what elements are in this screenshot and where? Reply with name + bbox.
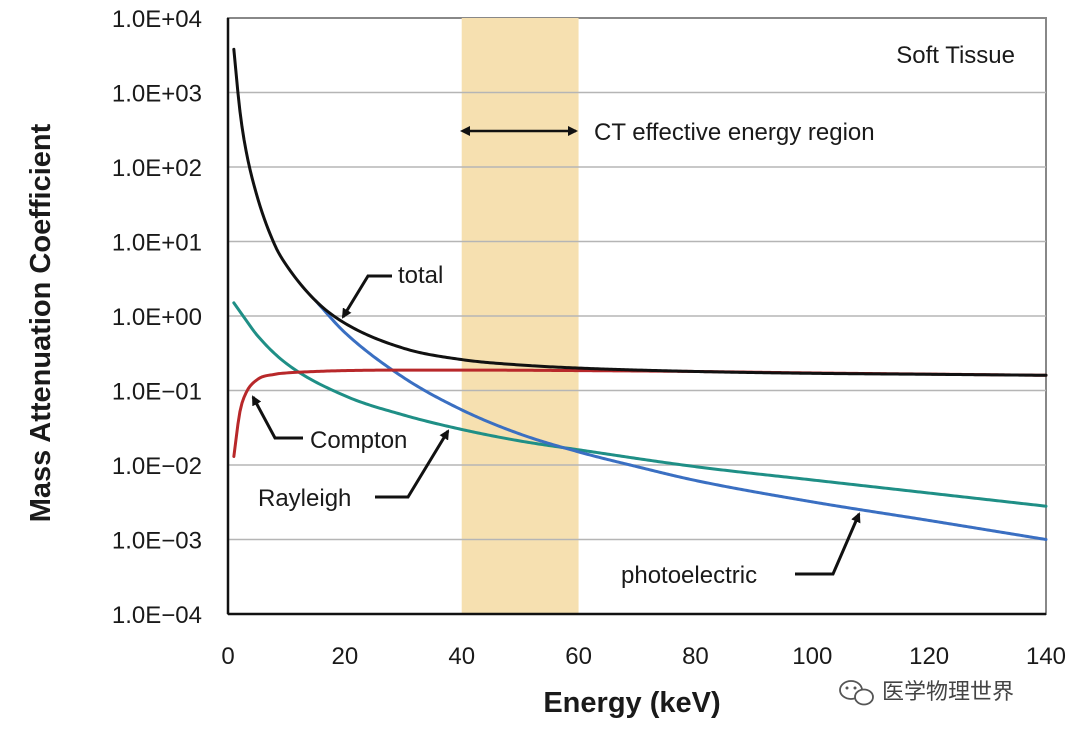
y-tick-label: 1.0E−01 bbox=[112, 379, 202, 406]
y-tick-label: 1.0E+04 bbox=[112, 6, 202, 33]
watermark: 医学物理世界 bbox=[839, 680, 1014, 706]
x-axis-title: Energy (keV) bbox=[543, 687, 720, 719]
y-tick-label: 1.0E−03 bbox=[112, 528, 202, 555]
photoelectric-pointer-arrow-icon bbox=[795, 512, 861, 576]
total-pointer-arrow-icon bbox=[341, 274, 392, 319]
ct-region-label: CT effective energy region bbox=[594, 119, 875, 146]
x-tick-label: 60 bbox=[565, 643, 592, 670]
series-total-line bbox=[232, 47, 1048, 377]
x-tick-label: 120 bbox=[909, 643, 949, 670]
y-tick-label: 1.0E−02 bbox=[112, 453, 202, 480]
label-rayleigh: Rayleigh bbox=[258, 485, 351, 512]
compton-pointer-arrow-icon bbox=[251, 395, 303, 440]
series-rayleigh-line bbox=[232, 301, 1048, 508]
label-total: total bbox=[398, 262, 443, 289]
y-tick-label: 1.0E+02 bbox=[112, 155, 202, 182]
panel-label: Soft Tissue bbox=[896, 42, 1015, 69]
y-tick-label: 1.0E+00 bbox=[112, 304, 202, 331]
y-axis-title: Mass Attenuation Coefficient bbox=[25, 123, 57, 522]
x-tick-label: 0 bbox=[221, 643, 234, 670]
x-tick-label: 80 bbox=[682, 643, 709, 670]
x-tick-labels: 0 20 40 60 80 100 120 140 bbox=[221, 643, 1066, 670]
label-photoelectric: photoelectric bbox=[621, 562, 757, 589]
y-tick-label: 1.0E+03 bbox=[112, 81, 202, 108]
y-tick-label: 1.0E−04 bbox=[112, 602, 202, 629]
x-tick-label: 20 bbox=[332, 643, 359, 670]
gridlines bbox=[228, 91, 1046, 541]
watermark-text: 医学物理世界 bbox=[882, 680, 1014, 705]
y-tick-labels: 1.0E+04 1.0E+03 1.0E+02 1.0E+01 1.0E+00 1.0E−… bbox=[112, 6, 202, 629]
x-tick-label: 100 bbox=[792, 643, 832, 670]
x-tick-label: 40 bbox=[448, 643, 475, 670]
series-lines bbox=[232, 47, 1048, 541]
x-tick-label: 140 bbox=[1026, 643, 1066, 670]
wechat-icon bbox=[839, 680, 874, 706]
label-compton: Compton bbox=[310, 427, 407, 454]
series-photoelectric-line bbox=[314, 299, 1048, 541]
y-tick-label: 1.0E+01 bbox=[112, 230, 202, 257]
rayleigh-pointer-arrow-icon bbox=[375, 429, 450, 499]
